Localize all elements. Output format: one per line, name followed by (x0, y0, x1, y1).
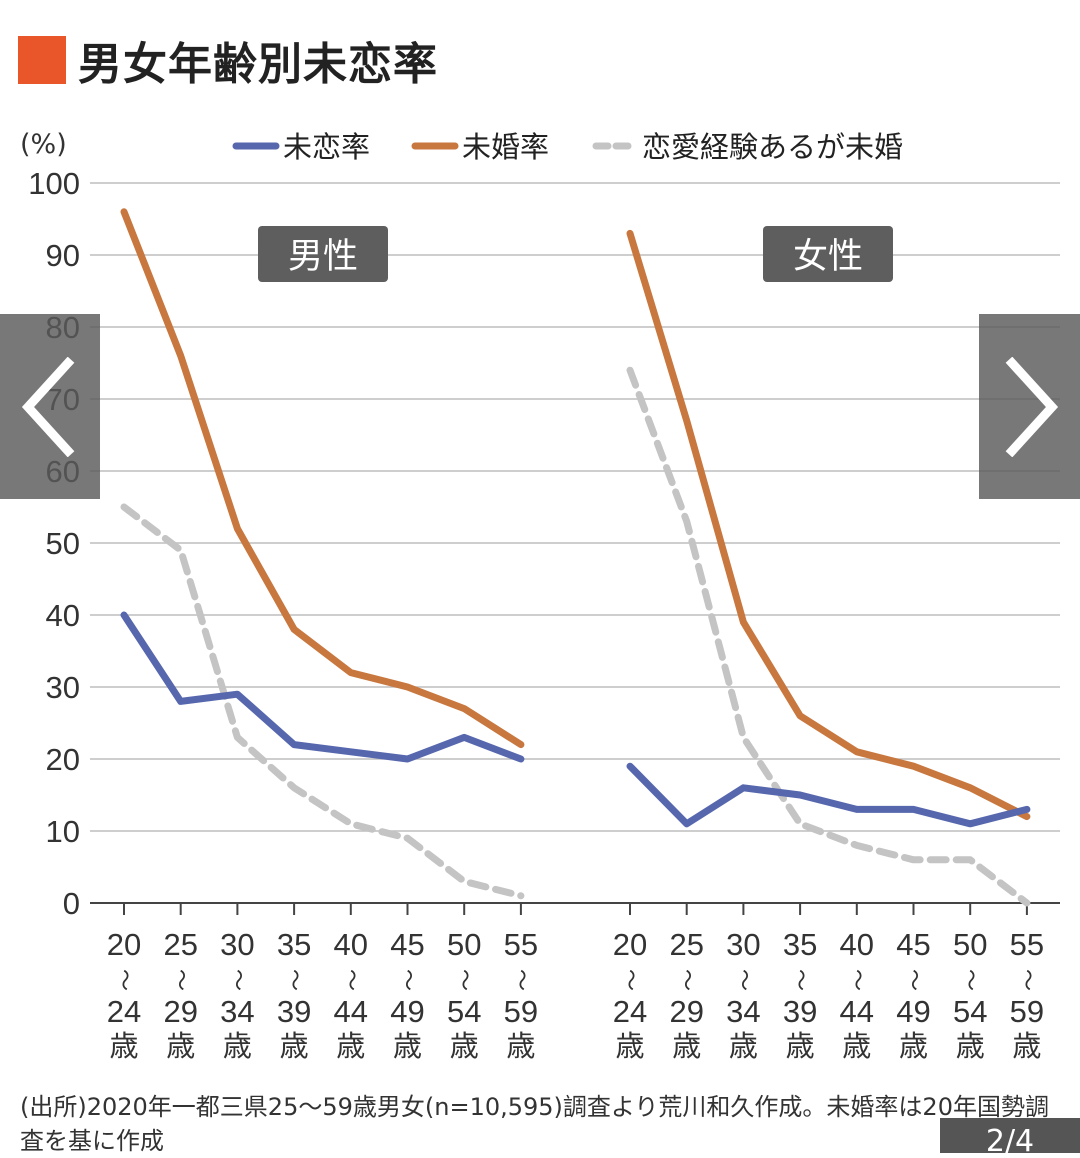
x-tick-label-from: 35 (277, 927, 311, 962)
x-tick-label-suffix: 歳 (393, 1029, 422, 1063)
x-tick-label-from: 50 (447, 927, 481, 962)
y-tick-label: 10 (46, 814, 80, 849)
x-tick-label-suffix: 歳 (1012, 1029, 1041, 1063)
series-line (626, 229, 1031, 821)
x-tick-label-from: 55 (504, 927, 538, 962)
x-tick-label-from: 25 (163, 927, 197, 962)
x-tick-range-mark: 〜 (844, 969, 869, 991)
x-tick-label-suffix: 歳 (899, 1029, 928, 1063)
x-tick-label-suffix: 歳 (223, 1029, 252, 1063)
y-tick-label: 30 (46, 670, 80, 705)
x-tick-label-from: 30 (726, 927, 760, 962)
x-tick-range-mark: 〜 (787, 969, 812, 991)
page-counter: 2/4 (940, 1118, 1080, 1153)
x-tick-label-from: 25 (669, 927, 703, 962)
x-tick-label-to: 59 (504, 994, 538, 1029)
x-tick-range-mark: 〜 (508, 969, 533, 991)
x-tick-label-to: 34 (726, 994, 760, 1029)
x-tick-range-mark: 〜 (1014, 969, 1039, 991)
x-tick-label-to: 44 (334, 994, 368, 1029)
title-square-icon (18, 36, 66, 84)
x-tick-label-suffix: 歳 (336, 1029, 365, 1063)
x-tick-label-from: 55 (1010, 927, 1044, 962)
y-tick-label: 50 (46, 526, 80, 561)
gender-label: 女性 (793, 237, 863, 277)
legend-label: 未恋率 (283, 130, 370, 164)
y-unit-label: (%) (20, 129, 67, 160)
x-tick-label-suffix: 歳 (280, 1029, 309, 1063)
x-tick-label-from: 50 (953, 927, 987, 962)
x-tick-label-to: 54 (953, 994, 987, 1029)
x-tick-label-to: 24 (107, 994, 141, 1029)
x-tick-label-to: 59 (1010, 994, 1044, 1029)
x-tick-label-from: 30 (220, 927, 254, 962)
next-slide-button[interactable] (979, 314, 1080, 499)
gender-label-box (763, 226, 893, 282)
x-tick-label-to: 39 (783, 994, 817, 1029)
x-tick-label-from: 20 (107, 927, 141, 962)
x-tick-label-suffix: 歳 (615, 1029, 644, 1063)
x-tick-range-mark: 〜 (617, 969, 642, 991)
x-tick-label-suffix: 歳 (786, 1029, 815, 1063)
x-tick-label-from: 20 (613, 927, 647, 962)
y-tick-label: 100 (28, 166, 80, 201)
x-tick-label-to: 54 (447, 994, 481, 1029)
x-tick-label-suffix: 歳 (450, 1029, 479, 1063)
x-tick-label-to: 39 (277, 994, 311, 1029)
x-tick-label-from: 40 (840, 927, 874, 962)
x-tick-label-from: 45 (390, 927, 424, 962)
x-tick-label-from: 35 (783, 927, 817, 962)
series-line (120, 208, 525, 749)
series-line (626, 366, 1031, 907)
x-tick-label-suffix: 歳 (506, 1029, 535, 1063)
x-tick-label-from: 45 (896, 927, 930, 962)
legend-label: 未婚率 (462, 130, 549, 164)
x-tick-range-mark: 〜 (957, 969, 982, 991)
y-tick-label: 40 (46, 598, 80, 633)
chart-title-bar: 男女年齢別未恋率 (18, 28, 438, 92)
y-tick-label: 90 (46, 238, 80, 273)
gender-label-box (258, 226, 388, 282)
line-chart: 0102030405060708090100(%)未恋率未婚率恋愛経験あるが未婚… (20, 129, 1060, 1063)
chart-title: 男女年齢別未恋率 (78, 39, 438, 90)
x-tick-label-suffix: 歳 (729, 1029, 758, 1063)
x-tick-range-mark: 〜 (281, 969, 306, 991)
source-note: (出所)2020年一都三県25〜59歳男女(n=10,595)調査より荒川和久作… (20, 1093, 1049, 1155)
x-tick-range-mark: 〜 (451, 969, 476, 991)
x-tick-label-suffix: 歳 (842, 1029, 871, 1063)
x-tick-label-to: 24 (613, 994, 647, 1029)
x-tick-range-mark: 〜 (901, 969, 926, 991)
x-tick-label-suffix: 歳 (109, 1029, 138, 1063)
x-tick-range-mark: 〜 (674, 969, 699, 991)
x-tick-label-to: 29 (669, 994, 703, 1029)
x-tick-label-suffix: 歳 (166, 1029, 195, 1063)
gender-label: 男性 (288, 237, 358, 277)
y-tick-label: 0 (63, 886, 80, 921)
prev-slide-button[interactable] (0, 314, 100, 499)
series-line (120, 503, 525, 900)
x-tick-label-to: 34 (220, 994, 254, 1029)
x-tick-range-mark: 〜 (224, 969, 249, 991)
y-tick-label: 20 (46, 742, 80, 777)
x-tick-label-suffix: 歳 (956, 1029, 985, 1063)
x-tick-label-to: 44 (840, 994, 874, 1029)
series-line (626, 762, 1031, 828)
x-tick-label-to: 29 (163, 994, 197, 1029)
x-tick-range-mark: 〜 (168, 969, 193, 991)
x-tick-range-mark: 〜 (730, 969, 755, 991)
x-tick-range-mark: 〜 (395, 969, 420, 991)
x-tick-range-mark: 〜 (111, 969, 136, 991)
x-tick-label-from: 40 (334, 927, 368, 962)
legend-label: 恋愛経験あるが未婚 (642, 130, 903, 164)
x-tick-label-to: 49 (896, 994, 930, 1029)
x-tick-label-suffix: 歳 (672, 1029, 701, 1063)
x-tick-label-to: 49 (390, 994, 424, 1029)
chevron-left-icon (21, 356, 75, 457)
chevron-right-icon (1005, 356, 1058, 457)
x-tick-range-mark: 〜 (338, 969, 363, 991)
series-line (120, 611, 525, 763)
